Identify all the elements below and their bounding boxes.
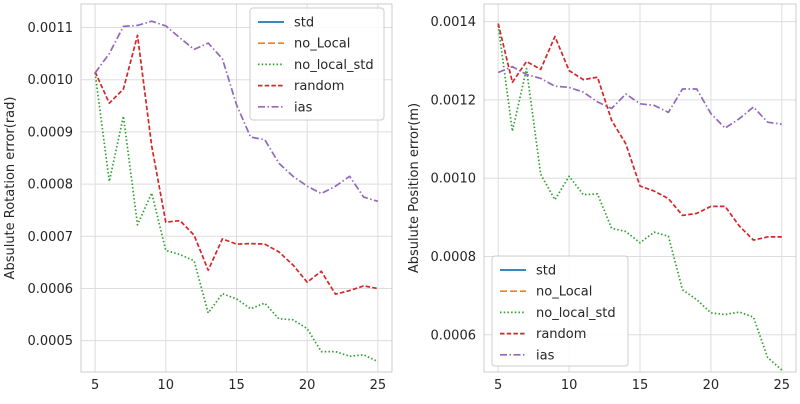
y-tick-label: 0.0005: [28, 334, 74, 349]
y-tick-label: 0.0007: [28, 230, 74, 245]
legend-label-no-local-std: no_local_std: [294, 58, 374, 73]
y-tick-label: 0.0008: [28, 178, 74, 193]
x-tick-label: 10: [158, 378, 175, 393]
legend-label-random: random: [536, 327, 586, 342]
y-tick-label: 0.0014: [431, 15, 477, 30]
y-tick-label: 0.0010: [28, 73, 74, 88]
legend-label-std: std: [294, 16, 314, 31]
plot-frame: [483, 3, 797, 373]
y-tick-label: 0.0012: [431, 93, 477, 108]
series-line-no-local-std: [94, 72, 379, 363]
legend-label-ias: ias: [536, 348, 555, 363]
x-tick-label: 5: [494, 378, 502, 393]
series-line-ias: [497, 65, 782, 129]
legend-box: [491, 255, 629, 367]
legend-label-std: std: [536, 264, 556, 279]
y-tick-label: 0.0010: [431, 172, 477, 187]
x-tick-label: 25: [370, 378, 387, 393]
series-line-no-local-std: [497, 25, 783, 371]
series-line-ias: [94, 20, 379, 203]
legend-label-no-Local: no_Local: [536, 285, 592, 300]
y-axis-label: Absulute Rotation error(rad): [3, 97, 18, 280]
x-tick-label: 25: [774, 378, 791, 393]
legend-label-no-local-std: no_local_std: [536, 306, 616, 321]
x-tick-label: 20: [299, 378, 316, 393]
x-tick-label: 10: [561, 378, 578, 393]
chart-panel-2: 5 10 15 20 25 0.0006 0.0008 0.0010 0.0012 0.0014 A…: [407, 3, 797, 393]
legend-label-random: random: [294, 79, 344, 94]
y-tick-label: 0.0006: [28, 282, 74, 297]
chart-panel-1: 5 10 15 20 25 0.0005 0.0006 0.0007 0.0008 0.0009 0…: [3, 3, 393, 393]
series-line-random: [497, 23, 782, 241]
y-tick-label: 0.0011: [28, 21, 74, 36]
legend-box: [249, 7, 385, 121]
y-axis-label: Absulute Position error(m): [407, 103, 422, 273]
x-tick-label: 15: [228, 378, 245, 393]
x-tick-label: 15: [632, 378, 649, 393]
legend-label-no-Local: no_Local: [294, 37, 350, 52]
legend-label-ias: ias: [294, 100, 313, 115]
y-tick-label: 0.0006: [431, 328, 477, 343]
x-tick-label: 5: [91, 378, 99, 393]
x-tick-label: 20: [703, 378, 720, 393]
y-tick-label: 0.0009: [28, 125, 74, 140]
plot-frame: [80, 3, 393, 373]
y-tick-label: 0.0008: [431, 250, 477, 265]
